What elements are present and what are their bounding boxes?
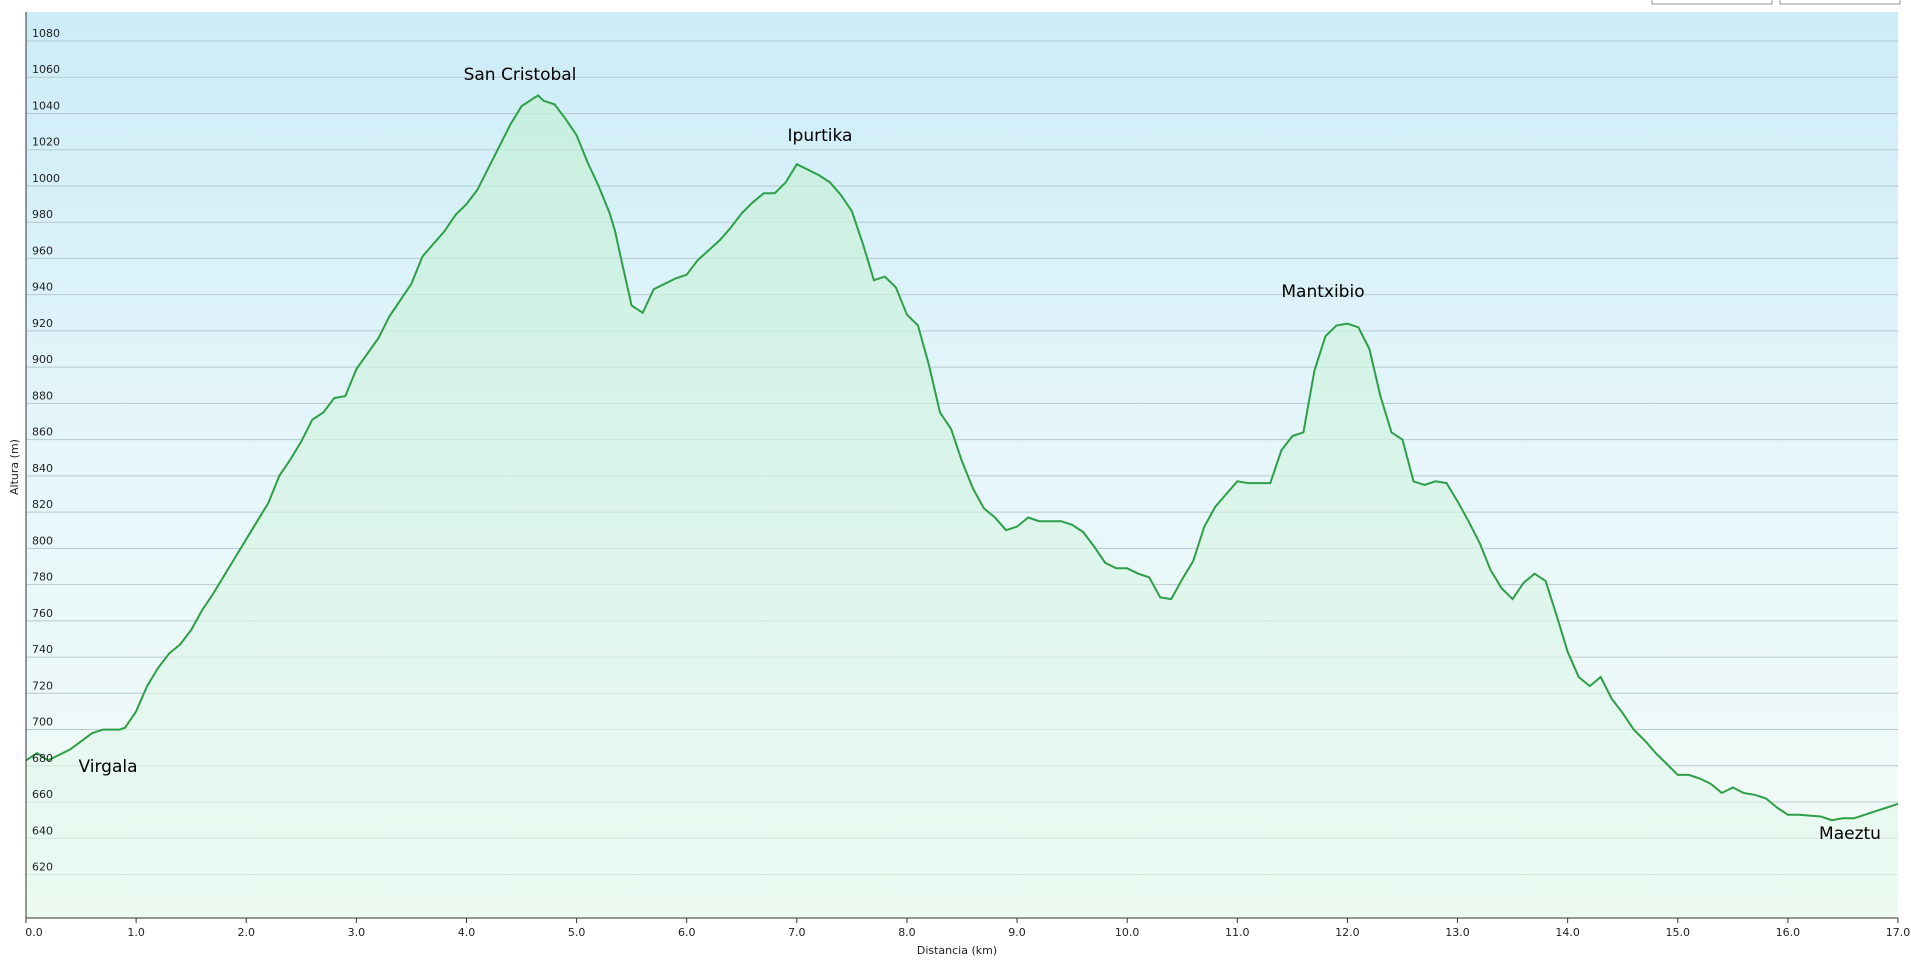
x-tick-label: 7.0 bbox=[788, 926, 806, 939]
y-tick-label: 800 bbox=[32, 534, 53, 547]
y-tick-label: 900 bbox=[32, 353, 53, 366]
y-tick-label: 620 bbox=[32, 861, 53, 874]
x-axis-label: Distancia (km) bbox=[917, 944, 997, 957]
y-tick-label: 940 bbox=[32, 281, 53, 294]
y-tick-label: 1060 bbox=[32, 63, 60, 76]
x-tick-label: 1.0 bbox=[127, 926, 145, 939]
y-tick-label: 1080 bbox=[32, 27, 60, 40]
y-tick-label: 1020 bbox=[32, 136, 60, 149]
y-tick-label: 840 bbox=[32, 462, 53, 475]
annotation: Mantxibio bbox=[1281, 282, 1364, 302]
x-tick-label: 8.0 bbox=[898, 926, 916, 939]
annotation: San Cristobal bbox=[464, 65, 577, 85]
y-tick-label: 780 bbox=[32, 571, 53, 584]
x-tick-label: 15.0 bbox=[1666, 926, 1691, 939]
y-tick-label: 1040 bbox=[32, 99, 60, 112]
elevation-line bbox=[25, 94, 1899, 822]
x-tick-label: 13.0 bbox=[1445, 926, 1470, 939]
y-tick-label: 860 bbox=[32, 426, 53, 439]
x-tick-label: 17.0 bbox=[1886, 926, 1911, 939]
x-tick-label: 9.0 bbox=[1008, 926, 1026, 939]
x-tick-label: 2.0 bbox=[237, 926, 255, 939]
x-tick-label: 16.0 bbox=[1776, 926, 1801, 939]
y-tick-label: 760 bbox=[32, 607, 53, 620]
marks bbox=[25, 94, 1899, 918]
y-tick-label: 640 bbox=[32, 824, 53, 837]
y-tick-label: 700 bbox=[32, 716, 53, 729]
y-tick-label: 820 bbox=[32, 498, 53, 511]
y-axis-label: Altura (m) bbox=[8, 439, 21, 495]
y-tick-label: 660 bbox=[32, 788, 53, 801]
y-tick-label: 680 bbox=[32, 752, 53, 765]
y-tick-label: 920 bbox=[32, 317, 53, 330]
x-tick-label: 0.0 bbox=[25, 926, 43, 939]
y-tick-label: 960 bbox=[32, 244, 53, 257]
x-tick-label: 6.0 bbox=[678, 926, 696, 939]
x-tick-label: 4.0 bbox=[458, 926, 476, 939]
button[interactable] bbox=[1779, 0, 1901, 5]
x-tick-label: 10.0 bbox=[1115, 926, 1140, 939]
area-fill bbox=[26, 95, 1898, 918]
annotation: Virgala bbox=[78, 757, 137, 777]
y-tick-label: 1000 bbox=[32, 172, 60, 185]
x-tick-label: 14.0 bbox=[1555, 926, 1580, 939]
button[interactable] bbox=[1651, 0, 1773, 5]
x-tick-label: 3.0 bbox=[348, 926, 366, 939]
y-tick-label: 720 bbox=[32, 679, 53, 692]
annotation: Maeztu bbox=[1819, 824, 1881, 844]
x-tick-label: 12.0 bbox=[1335, 926, 1360, 939]
y-tick-label: 740 bbox=[32, 643, 53, 656]
x-tick-label: 5.0 bbox=[568, 926, 586, 939]
annotation: Ipurtika bbox=[788, 126, 853, 146]
y-tick-label: 980 bbox=[32, 208, 53, 221]
x-tick-label: 11.0 bbox=[1225, 926, 1250, 939]
y-tick-label: 880 bbox=[32, 389, 53, 402]
labels: 620 640 660 680 700 720 740 760 780 800 820 840 860 8… bbox=[25, 27, 1910, 939]
